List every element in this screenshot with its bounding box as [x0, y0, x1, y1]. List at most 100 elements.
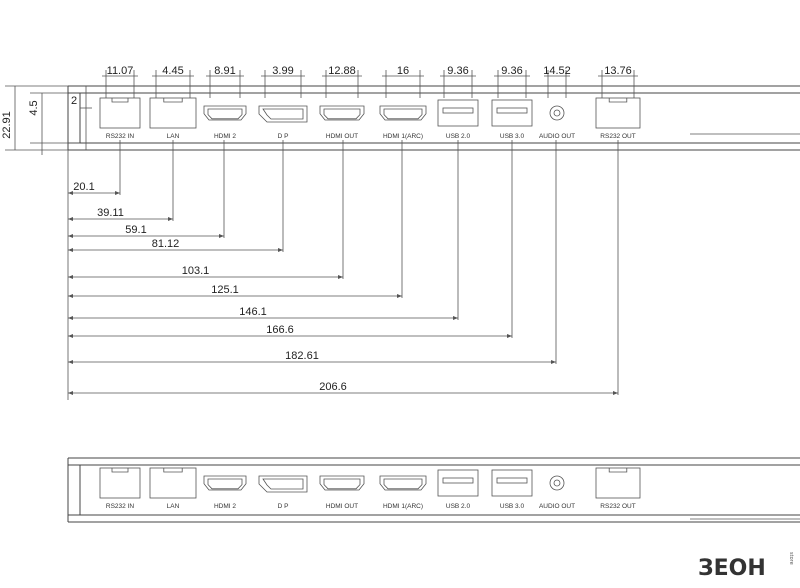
audio-jack-inner [553, 109, 561, 117]
displayport-icon [258, 105, 308, 123]
width-label: 8.91 [214, 65, 235, 77]
port-3: D P [258, 475, 308, 510]
width-label: 9.36 [501, 65, 522, 77]
rj45-tab [608, 98, 628, 103]
logo-text: ЗЕОН [698, 556, 766, 581]
port-label: HDMI 1(ARC) [383, 133, 423, 140]
bottom-panel [67, 457, 800, 523]
offset-label: 59.1 [125, 224, 146, 236]
port-label: HDMI OUT [326, 503, 358, 510]
port-1: LAN [149, 467, 197, 510]
side-dimensions: 22.91 4.5 2 [1, 85, 92, 155]
audio-jack-icon [549, 475, 565, 491]
hdmi-port-icon [379, 475, 427, 491]
offset-label: 125.1 [211, 284, 239, 296]
arrow-right-icon [219, 234, 224, 238]
port-1: LAN [149, 97, 197, 140]
usb-port-inner [496, 107, 528, 114]
hdmi-port-inner [207, 108, 243, 120]
port-label: HDMI 1(ARC) [383, 503, 423, 510]
port-label: USB 3.0 [500, 133, 525, 140]
hdmi-port-inner [383, 108, 423, 120]
bottom-port-row: RS232 IN LAN HDMI 2 D P HDMI OUT HDMI 1(ARC) U… [99, 467, 641, 510]
top-width-dimensions: 11.07 4.45 8.91 3.99 12.88 16 9.36 9.36 14.52 13.… [102, 65, 638, 98]
arrow-left-icon [68, 360, 73, 364]
arrow-right-icon [338, 275, 343, 279]
port-5: HDMI 1(ARC) [379, 475, 427, 510]
width-label: 4.45 [162, 65, 183, 77]
hdmi-port-icon [203, 475, 247, 491]
width-label: 12.88 [328, 65, 356, 77]
offset-label: 166.6 [266, 324, 294, 336]
hdmi-port-icon [379, 105, 427, 121]
port-label: USB 2.0 [446, 133, 471, 140]
arrow-right-icon [507, 334, 512, 338]
offset-label: 20.1 [73, 181, 94, 193]
displayport-inner [262, 478, 304, 490]
offset-label: 39.11 [97, 207, 124, 219]
arrow-right-icon [551, 360, 556, 364]
port-label: RS232 OUT [600, 503, 635, 510]
port-label: HDMI 2 [214, 133, 236, 140]
port-label: D P [278, 503, 289, 510]
port-3: D P [258, 105, 308, 140]
port-9: RS232 OUT [595, 467, 641, 510]
hdmi-port-inner [323, 108, 361, 120]
rj45-jack-icon [595, 97, 641, 129]
usb-port-inner [496, 477, 528, 484]
port-label: RS232 IN [106, 503, 134, 510]
offset-label: 182.61 [285, 350, 319, 362]
rj45-tab [163, 98, 183, 103]
rj45-jack-icon [149, 97, 197, 129]
arrow-right-icon [115, 191, 120, 195]
audio-jack-inner [553, 479, 561, 487]
hdmi-port-inner [207, 478, 243, 490]
port-2: HDMI 2 [203, 105, 247, 140]
rj45-tab [111, 98, 129, 103]
port-label: AUDIO OUT [539, 503, 575, 510]
port-label: LAN [167, 133, 180, 140]
width-label: 9.36 [447, 65, 468, 77]
port-label: USB 2.0 [446, 503, 471, 510]
port-9: RS232 OUT [595, 97, 641, 140]
width-label: 3.99 [272, 65, 293, 77]
offset-label: 81.12 [152, 238, 180, 250]
hdmi-port-icon [319, 105, 365, 121]
rj45-jack-icon [99, 467, 141, 499]
port-label: LAN [167, 503, 180, 510]
rj45-jack-icon [149, 467, 197, 499]
rj45-tab [608, 468, 628, 473]
arrow-left-icon [68, 275, 73, 279]
arrow-right-icon [168, 217, 173, 221]
logo-tag: store [788, 552, 794, 565]
displayport-inner [262, 108, 304, 120]
port-0: RS232 IN [99, 467, 141, 510]
arrow-left-icon [68, 294, 73, 298]
arrow-right-icon [278, 248, 283, 252]
port-8: AUDIO OUT [539, 105, 575, 140]
port-0: RS232 IN [99, 97, 141, 140]
width-label: 14.52 [543, 65, 571, 77]
arrow-left-icon [68, 191, 73, 195]
hdmi-port-icon [203, 105, 247, 121]
port-label: RS232 OUT [600, 133, 635, 140]
arrow-left-icon [68, 217, 73, 221]
offset-label: 146.1 [239, 306, 267, 318]
port-7: USB 3.0 [491, 469, 533, 510]
port-label: USB 3.0 [500, 503, 525, 510]
port-8: AUDIO OUT [539, 475, 575, 510]
port-label: RS232 IN [106, 133, 134, 140]
arrow-right-icon [453, 316, 458, 320]
side-dim-offset: 4.5 [28, 100, 40, 115]
arrow-right-icon [613, 391, 618, 395]
usb-port-inner [442, 107, 474, 114]
arrow-left-icon [68, 391, 73, 395]
port-label: D P [278, 133, 289, 140]
width-label: 13.76 [604, 65, 632, 77]
arrow-right-icon [397, 294, 402, 298]
hdmi-port-inner [323, 478, 361, 490]
arrow-left-icon [68, 234, 73, 238]
audio-jack-icon [549, 105, 565, 121]
